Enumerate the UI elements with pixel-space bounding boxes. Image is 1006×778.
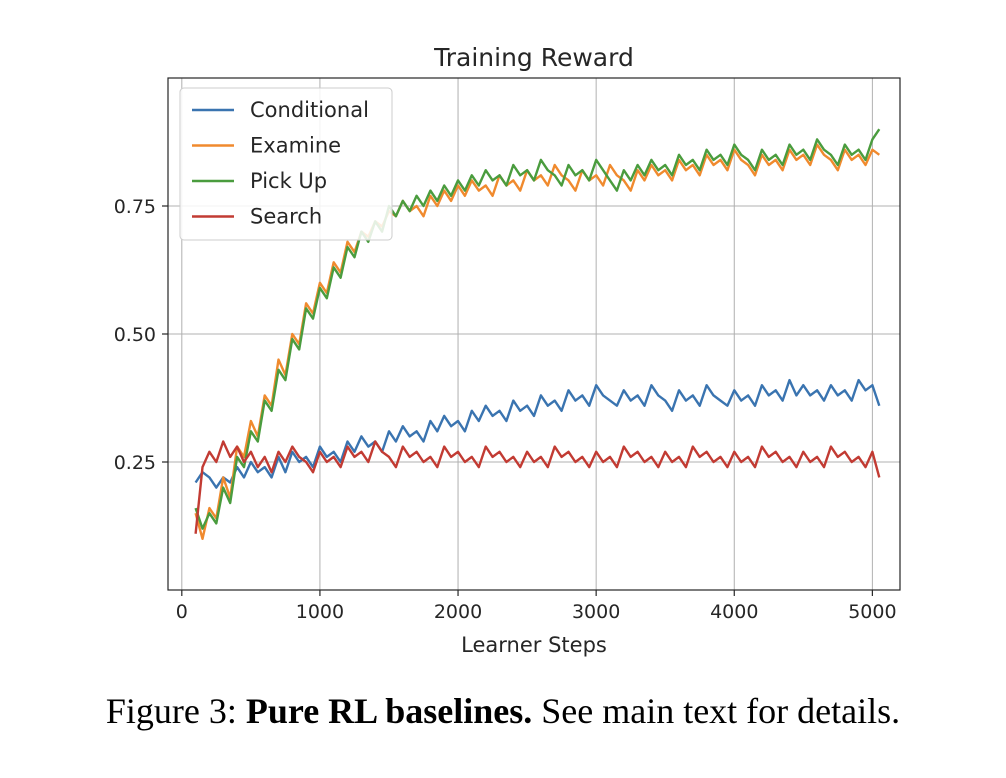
y-tick-label: 0.25: [114, 452, 156, 474]
legend-label: Pick Up: [250, 169, 327, 193]
caption-bold-title: Pure RL baselines.: [245, 691, 533, 731]
line-chart: 0 1000 2000 3000 4000 5000 0.25 0.50 0.75 Traini…: [114, 43, 901, 657]
x-axis-label: Learner Steps: [461, 633, 607, 657]
x-tick-label: 4000: [710, 601, 758, 623]
caption-label: Figure 3:: [105, 691, 237, 731]
series-line-pick-up: [194, 128, 881, 530]
legend-label: Search: [250, 205, 322, 229]
x-tick-label: 3000: [572, 601, 620, 623]
series-line-search: [194, 440, 881, 534]
series-line-examine: [194, 143, 881, 540]
y-tick-label: 0.50: [114, 324, 156, 346]
x-tick-label: 0: [176, 601, 188, 623]
series-line-conditional: [194, 378, 881, 489]
caption-rest: See main text for details.: [541, 691, 901, 731]
legend-box: [179, 87, 393, 241]
x-tick-label: 2000: [434, 601, 482, 623]
x-tick-label: 5000: [848, 601, 896, 623]
chart-title: Training Reward: [433, 43, 634, 72]
figure-caption: Figure 3: Pure RL baselines. See main te…: [0, 690, 1006, 732]
x-tick-label: 1000: [296, 601, 344, 623]
legend-label: Examine: [250, 134, 341, 158]
legend: Conditional Examine Pick Up Search: [179, 87, 393, 241]
y-tick-label: 0.75: [114, 196, 156, 218]
legend-label: Conditional: [250, 98, 369, 122]
